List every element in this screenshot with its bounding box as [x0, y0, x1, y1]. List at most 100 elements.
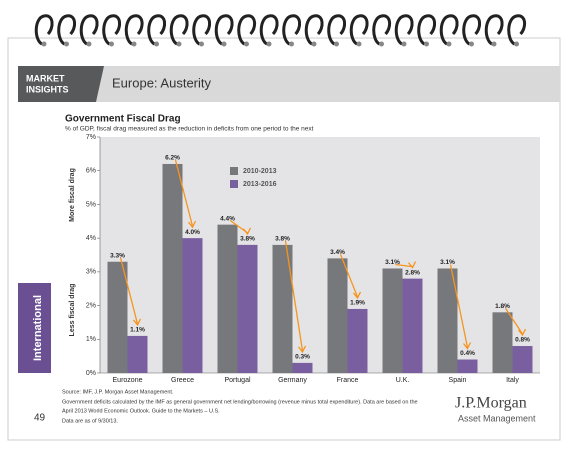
spiral-ring [124, 14, 144, 46]
bar [457, 359, 478, 373]
brand: MARKET [26, 73, 65, 83]
bar [327, 258, 348, 373]
sidebar: International [32, 295, 44, 361]
y-tick-label: 1% [86, 336, 96, 343]
bar [127, 335, 148, 373]
value-label: 3.3% [110, 252, 125, 259]
punch-hole [356, 41, 362, 47]
spiral-ring [169, 14, 189, 46]
value-label: 4.0% [185, 229, 200, 236]
change-arrow [174, 159, 194, 227]
bar [382, 268, 403, 373]
spiral-ring [259, 14, 279, 46]
x-tick-label: Italy [506, 377, 519, 384]
bar [492, 312, 513, 373]
spiral-ring [349, 14, 369, 46]
bar [182, 238, 203, 373]
spiral-ring [192, 14, 212, 46]
legend-label: 2010-2013 [243, 168, 277, 175]
spiral-binding [34, 14, 527, 47]
y-tick-label: 0% [86, 370, 96, 377]
sidebar-box [18, 283, 51, 373]
spiral-ring [394, 14, 414, 46]
punch-hole [131, 41, 137, 47]
bar [237, 244, 258, 373]
arrow-head [297, 345, 307, 354]
value-label: 1.8% [495, 303, 510, 310]
bar [162, 163, 183, 373]
bar [292, 362, 313, 373]
x-tick-label: Greece [171, 377, 194, 384]
punch-hole [491, 41, 497, 47]
punch-hole [244, 41, 249, 47]
arrow-head [242, 227, 252, 236]
punch-hole [311, 41, 317, 47]
arrow-head [462, 342, 472, 350]
spiral-ring [327, 14, 347, 46]
x-tick-label: Portugal [224, 377, 251, 384]
legend-swatch [230, 167, 238, 175]
legend-label: 2013-2016 [243, 181, 277, 188]
y-tick-label: 5% [86, 201, 96, 208]
change-arrow [119, 257, 139, 325]
header-bar [18, 66, 560, 102]
footnote: April 2013 World Economic Outlook. Guide… [62, 408, 220, 414]
y-tick-label: 2% [86, 302, 96, 309]
axis-annotation: More fiscal drag [69, 168, 76, 222]
spiral-ring [507, 14, 527, 46]
bar [347, 308, 368, 373]
header-title: Europe: Austerity [112, 75, 211, 90]
bar [512, 346, 533, 373]
x-tick-label: Spain [449, 377, 467, 384]
punch-hole [41, 41, 47, 47]
bar [272, 244, 293, 373]
punch-hole [64, 41, 69, 47]
punch-hole [109, 41, 114, 47]
spiral-ring [214, 14, 234, 46]
axis-annotation: Less fiscal drag [69, 284, 76, 337]
arrow-head [407, 261, 417, 269]
value-label: 1.9% [350, 300, 365, 307]
spiral-ring [484, 14, 504, 46]
change-arrow [395, 263, 413, 268]
bar [217, 224, 238, 373]
footnote: Source: IMF, J.P. Morgan Asset Managemen… [62, 389, 174, 395]
value-label: 4.4% [220, 215, 235, 222]
value-label: 0.8% [515, 337, 530, 344]
change-arrow [504, 307, 524, 335]
x-tick-label: France [337, 377, 359, 384]
spiral-ring [79, 14, 99, 46]
change-arrow [339, 254, 359, 298]
arrow-head [132, 318, 142, 327]
arrow-head [517, 328, 527, 337]
punch-hole [469, 41, 474, 47]
y-tick-label: 3% [86, 269, 96, 276]
value-label: 6.2% [165, 155, 180, 162]
change-arrow [449, 264, 469, 348]
punch-hole [446, 41, 452, 47]
spiral-ring [34, 14, 54, 46]
spiral-ring [147, 14, 167, 46]
spiral-ring [372, 14, 392, 46]
value-label: 2.8% [405, 269, 420, 276]
spiral-ring [102, 14, 122, 46]
brand: INSIGHTS [26, 84, 69, 94]
value-label: 3.1% [385, 259, 400, 266]
spiral-ring [237, 14, 257, 46]
value-label: 1.1% [130, 327, 145, 334]
brand-box [18, 66, 104, 102]
legend-swatch [230, 180, 238, 188]
value-label: 3.1% [440, 259, 455, 266]
value-label: 3.8% [240, 236, 255, 243]
punch-hole [424, 41, 429, 47]
y-tick-label: 7% [86, 134, 96, 141]
x-tick-label: U.K. [396, 377, 410, 384]
footnote: Data are as of 9/30/13. [62, 418, 118, 424]
value-label: 0.4% [460, 350, 475, 357]
value-label: 3.8% [275, 236, 290, 243]
spiral-ring [439, 14, 459, 46]
punch-hole [514, 41, 519, 47]
page-number: 49 [34, 413, 46, 424]
punch-hole [266, 41, 272, 47]
